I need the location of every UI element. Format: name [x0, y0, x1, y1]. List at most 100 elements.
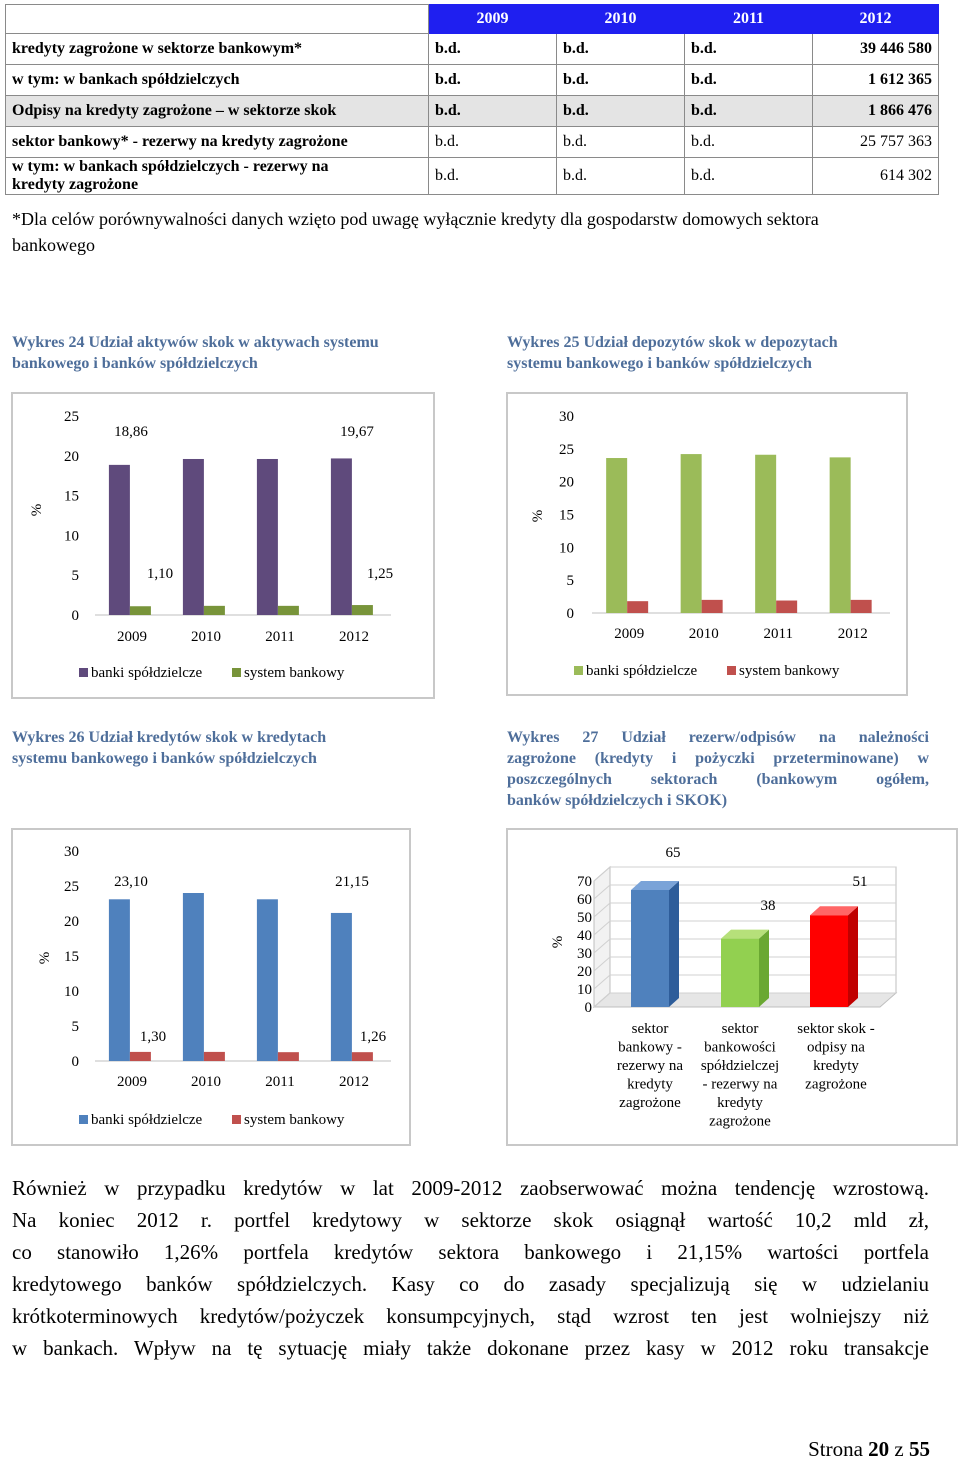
- x-tick-label: 2010: [191, 1074, 221, 1090]
- x-tick-label: 2009: [614, 626, 644, 642]
- footer-prefix: Strona: [808, 1437, 869, 1461]
- cell-value: b.d.: [684, 157, 813, 195]
- table-row: w tym: w bankach spółdzielczych - rezerw…: [5, 157, 939, 195]
- y-tick-label: 50: [577, 910, 592, 926]
- table-row: kredyty zagrożone w sektorze bankowym* b…: [5, 33, 939, 65]
- cell-value: 39 446 580: [812, 33, 939, 65]
- legend-swatch: [79, 1115, 88, 1124]
- chart-26-svg: 0 5 10 15 20 25 30% 2009 23,10 1,30 2010 2011 2012 21…: [37, 844, 391, 1128]
- x-tick-label: zagrożone: [619, 1095, 681, 1111]
- table-row: Odpisy na kredyty zagrożone – w sektorze…: [5, 95, 939, 127]
- y-tick-label: 20: [577, 964, 592, 980]
- y-tick-label: 20: [64, 914, 79, 930]
- cell-value: b.d.: [684, 126, 813, 158]
- y-tick-label: 40: [577, 928, 592, 944]
- caption-line: poszczególnych sektorach (bankowym ogółe…: [507, 771, 929, 788]
- caption-line: systemu bankowego i banków spółdzielczyc…: [507, 355, 812, 372]
- cell-value: 614 302: [812, 157, 939, 195]
- y-tick-label: 5: [567, 573, 575, 589]
- y-tick-label: 30: [577, 946, 592, 962]
- data-label: 1,10: [147, 566, 173, 582]
- row-label-line: w tym: w bankach spółdzielczych - rezerw…: [12, 158, 329, 175]
- cell-value: 1 612 365: [812, 64, 939, 96]
- cell-value: b.d.: [556, 95, 685, 127]
- paragraph-line: kredytowego banków spółdzielczych. Kasy …: [12, 1272, 929, 1296]
- bar-system-bankowy: [701, 599, 723, 613]
- paragraph-line: Również w przypadku kredytów w lat 2009-…: [12, 1176, 929, 1200]
- x-tick-label: sektor skok -: [797, 1021, 875, 1037]
- paragraph-line: krótkoterminowych kredytów/pożyczek kons…: [12, 1304, 929, 1328]
- x-tick-label: bankowości: [704, 1040, 776, 1056]
- y-tick-label: 30: [559, 409, 574, 425]
- y-tick-label: 20: [559, 475, 574, 491]
- cell-value: b.d.: [556, 33, 685, 65]
- footer-mid: z: [889, 1437, 909, 1461]
- x-tick-label: 2009: [117, 1074, 147, 1090]
- y-tick-label: 15: [64, 949, 79, 965]
- data-label: 1,30: [140, 1029, 166, 1045]
- data-label: 23,10: [114, 874, 148, 890]
- chart-25-svg: 0 5 10 15 20 25 30% 2009 2010 2011 2012 banki spółd…: [530, 409, 890, 679]
- x-tick-label: spółdzielczej: [701, 1058, 779, 1074]
- bar-banki-spoldzielcze: [606, 458, 628, 613]
- bar-front: [810, 915, 848, 1007]
- bar-banki-spoldzielcze: [108, 464, 130, 615]
- caption-line: Wykres 24 Udział aktywów skok w aktywach…: [12, 334, 379, 351]
- table-header-row: 2009 2010 2011 2012: [5, 4, 939, 34]
- table-header-empty: [5, 4, 429, 34]
- bar-system-bankowy: [277, 605, 299, 615]
- data-label: 38: [761, 898, 776, 914]
- legend-label: banki spółdzielcze: [91, 1112, 203, 1128]
- y-tick-label: 25: [64, 879, 79, 895]
- legend-swatch: [79, 668, 88, 677]
- table-header-year: 2012: [812, 4, 939, 34]
- bar-side: [669, 881, 679, 1007]
- bar-system-bankowy: [850, 599, 872, 613]
- x-tick-label: 2009: [117, 629, 147, 645]
- y-tick-label: 0: [72, 608, 80, 624]
- caption-line: banków spółdzielczych i SKOK): [507, 792, 728, 809]
- caption-line: Wykres 27 Udział rezerw/odpisów na należ…: [507, 729, 929, 746]
- table-header-year: 2011: [684, 4, 813, 34]
- bar-banki-spoldzielcze: [829, 457, 851, 613]
- bar-top: [721, 929, 769, 939]
- y-tick-label: 15: [64, 489, 79, 505]
- bar-system-bankowy: [277, 1052, 299, 1061]
- x-tick-label: rezerwy na: [617, 1058, 684, 1074]
- paragraph-line: co stanowiło 1,26% portfela kredytów sek…: [12, 1240, 929, 1264]
- cell-value: b.d.: [684, 33, 813, 65]
- data-label: 18,86: [114, 424, 148, 440]
- gridline: [593, 974, 611, 990]
- caption-line: zagrożone (kredyty i pożyczki przetermin…: [507, 750, 929, 767]
- legend-swatch: [574, 666, 583, 675]
- x-tick-label: zagrożone: [709, 1114, 771, 1130]
- legend-label: system bankowy: [739, 663, 840, 679]
- y-tick-label: 0: [72, 1054, 80, 1070]
- data-label: 19,67: [340, 424, 374, 440]
- bar-front: [721, 938, 759, 1007]
- page-footer: Strona 20 z 55: [808, 1437, 930, 1462]
- x-tick-label: 2011: [764, 626, 793, 642]
- bar-system-bankowy: [351, 605, 373, 615]
- chart-26: 0 5 10 15 20 25 30% 2009 23,10 1,30 2010 2011 2012 21…: [11, 828, 411, 1146]
- bar-system-bankowy: [129, 606, 151, 615]
- cell-value: b.d.: [428, 95, 557, 127]
- cell-value: b.d.: [556, 157, 685, 195]
- row-label-line: kredyty zagrożone: [12, 176, 139, 193]
- x-tick-label: zagrożone: [805, 1077, 867, 1093]
- row-label: w tym: w bankach spółdzielczych - rezerw…: [5, 157, 429, 195]
- bar-banki-spoldzielcze: [330, 458, 352, 615]
- x-tick-label: kredyty: [717, 1095, 763, 1111]
- table-header-year: 2009: [428, 4, 557, 34]
- bar-system-bankowy: [627, 601, 649, 613]
- legend-swatch: [232, 668, 241, 677]
- bar-banki-spoldzielcze: [755, 454, 777, 613]
- y-tick-label: 20: [64, 449, 79, 465]
- y-tick-label: 10: [64, 984, 79, 1000]
- bar-system-bankowy: [203, 1051, 225, 1061]
- chart-side-wall: [593, 865, 611, 1009]
- x-tick-label: sektor: [632, 1021, 669, 1037]
- caption-line: Wykres 26 Udział kredytów skok w kredyta…: [12, 729, 327, 746]
- gridline: [593, 956, 611, 972]
- cell-value: 25 757 363: [812, 126, 939, 158]
